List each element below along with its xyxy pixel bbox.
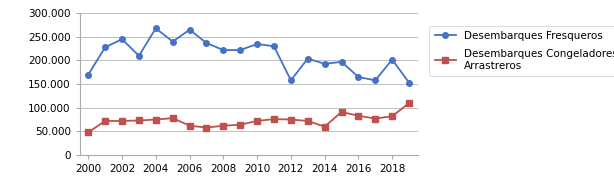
Desembarques Congeladores
Arrastreros [304, 120, 311, 122]
Desembarques Fresqueros [135, 55, 142, 57]
Desembarques Fresqueros [186, 29, 193, 31]
Desembarques Fresqueros [101, 46, 109, 48]
Desembarques Congeladores
Arrastreros [389, 115, 396, 117]
Desembarques Fresqueros [405, 82, 413, 84]
Desembarques Congeladores
Arrastreros [405, 102, 413, 104]
Desembarques Fresqueros [287, 79, 295, 81]
Desembarques Congeladores
Arrastreros [355, 115, 362, 117]
Desembarques Congeladores
Arrastreros [119, 120, 126, 122]
Desembarques Fresqueros [355, 76, 362, 78]
Desembarques Fresqueros [236, 49, 244, 51]
Desembarques Fresqueros [304, 57, 311, 60]
Desembarques Fresqueros [338, 61, 345, 63]
Desembarques Congeladores
Arrastreros [321, 125, 328, 128]
Desembarques Fresqueros [119, 38, 126, 40]
Desembarques Congeladores
Arrastreros [152, 118, 160, 121]
Desembarques Fresqueros [152, 27, 160, 29]
Desembarques Congeladores
Arrastreros [338, 111, 345, 113]
Desembarques Fresqueros [270, 45, 278, 47]
Desembarques Fresqueros [321, 63, 328, 65]
Desembarques Fresqueros [169, 40, 176, 43]
Desembarques Congeladores
Arrastreros [371, 117, 379, 120]
Desembarques Congeladores
Arrastreros [287, 118, 295, 121]
Desembarques Fresqueros [254, 43, 261, 45]
Line: Desembarques Fresqueros: Desembarques Fresqueros [85, 26, 412, 85]
Desembarques Fresqueros [85, 74, 92, 76]
Desembarques Congeladores
Arrastreros [220, 125, 227, 127]
Desembarques Fresqueros [389, 58, 396, 61]
Line: Desembarques Congeladores
Arrastreros: Desembarques Congeladores Arrastreros [85, 100, 412, 135]
Desembarques Congeladores
Arrastreros [236, 124, 244, 126]
Desembarques Congeladores
Arrastreros [270, 118, 278, 120]
Desembarques Fresqueros [220, 49, 227, 51]
Desembarques Congeladores
Arrastreros [186, 125, 193, 127]
Desembarques Congeladores
Arrastreros [85, 131, 92, 133]
Desembarques Congeladores
Arrastreros [101, 120, 109, 122]
Desembarques Fresqueros [203, 42, 210, 44]
Desembarques Fresqueros [371, 79, 379, 81]
Desembarques Congeladores
Arrastreros [169, 117, 176, 119]
Desembarques Congeladores
Arrastreros [203, 126, 210, 129]
Legend: Desembarques Fresqueros, Desembarques Congeladores
Arrastreros: Desembarques Fresqueros, Desembarques Co… [429, 26, 614, 76]
Desembarques Congeladores
Arrastreros [135, 119, 142, 122]
Desembarques Congeladores
Arrastreros [254, 120, 261, 122]
